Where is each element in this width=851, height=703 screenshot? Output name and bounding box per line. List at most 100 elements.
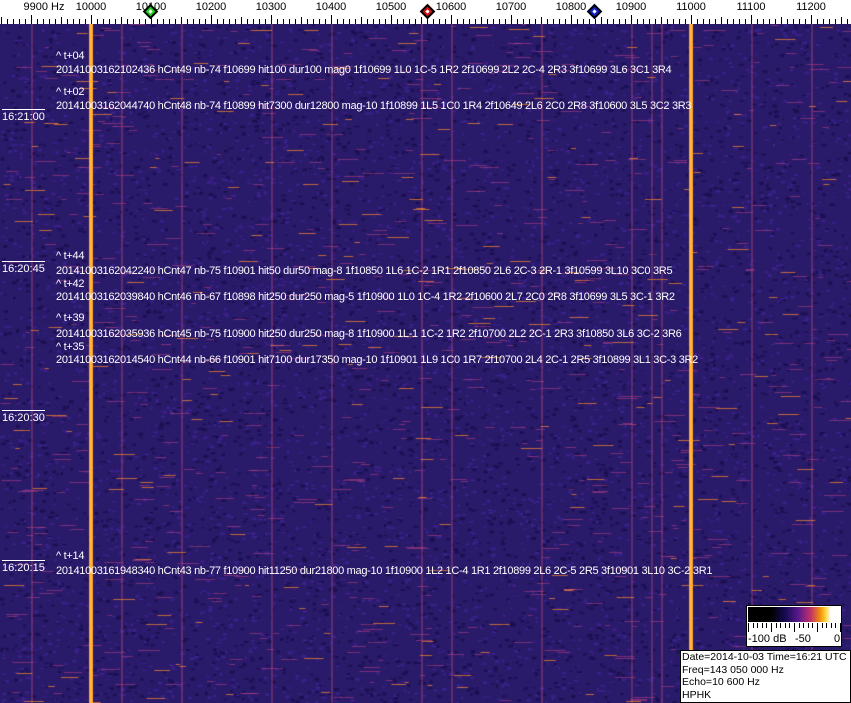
freq-tick <box>625 19 626 24</box>
blue-marker-icon[interactable] <box>586 3 603 20</box>
colorbar-tick <box>761 623 763 628</box>
freq-tick <box>373 19 374 24</box>
freq-tick <box>133 19 134 24</box>
freq-tick <box>433 19 434 24</box>
freq-tick <box>379 19 380 24</box>
freq-tick <box>67 19 68 24</box>
freq-tick <box>445 19 446 24</box>
freq-tick <box>559 19 560 24</box>
freq-tick <box>415 19 416 24</box>
freq-tick <box>493 19 494 24</box>
freq-tick <box>55 19 56 24</box>
offset-label: ^ t+35 <box>56 341 85 353</box>
freq-tick <box>727 19 728 24</box>
colorbar-label: 0 <box>834 633 841 645</box>
freq-tick <box>343 19 344 24</box>
freq-tick <box>739 19 740 24</box>
info-freq: Freq=143 050 000 Hz <box>682 663 784 676</box>
time-label: 16:20:45 <box>2 261 45 275</box>
colorbar-tick <box>817 623 818 632</box>
freq-tick <box>745 19 746 24</box>
detection-line: 20141003162014540 hCnt44 nb-66 f10901 hi… <box>56 354 698 366</box>
freq-tick <box>811 15 812 24</box>
freq-tick <box>667 19 668 24</box>
freq-tick <box>25 19 26 24</box>
freq-tick <box>271 15 272 24</box>
freq-label: 10400 <box>315 1 347 13</box>
freq-label: 10000 <box>75 1 107 13</box>
freq-tick <box>805 19 806 24</box>
detection-line: 20141003162039840 hCnt46 nb-67 f10898 hi… <box>56 291 675 303</box>
freq-tick <box>307 19 308 24</box>
colorbar-tick <box>826 623 828 628</box>
freq-tick <box>847 19 848 24</box>
freq-tick <box>547 19 548 24</box>
freq-tick <box>409 19 410 24</box>
freq-tick <box>259 19 260 24</box>
freq-tick <box>283 19 284 24</box>
freq-tick <box>31 15 32 24</box>
freq-tick <box>301 17 302 24</box>
freq-tick <box>523 19 524 24</box>
colorbar-tick <box>812 623 814 628</box>
freq-tick <box>367 19 368 24</box>
colorbar-gradient <box>748 607 840 622</box>
freq-tick <box>139 19 140 24</box>
freq-tick <box>475 19 476 24</box>
freq-tick <box>349 19 350 24</box>
colorbar-tick <box>752 623 754 628</box>
freq-tick <box>649 19 650 24</box>
freq-tick <box>793 19 794 24</box>
freq-tick <box>199 19 200 24</box>
freq-tick <box>1 17 2 24</box>
freq-tick <box>217 19 218 24</box>
colorbar-tick <box>821 623 823 628</box>
freq-tick <box>277 19 278 24</box>
detection-line: 20141003162044740 hCnt48 nb-74 f10899 hi… <box>56 100 692 112</box>
freq-tick <box>157 19 158 24</box>
colorbar-tick <box>784 623 786 628</box>
freq-tick <box>841 17 842 24</box>
freq-tick <box>799 19 800 24</box>
freq-tick <box>7 19 8 24</box>
freq-tick <box>355 19 356 24</box>
freq-tick <box>403 19 404 24</box>
detection-line: 20141003162035936 hCnt45 nb-75 f10900 hi… <box>56 328 682 340</box>
freq-label: 10200 <box>195 1 227 13</box>
freq-tick <box>553 19 554 24</box>
freq-tick <box>733 19 734 24</box>
freq-tick <box>421 17 422 24</box>
freq-tick <box>631 15 632 24</box>
freq-tick <box>241 17 242 24</box>
freq-tick <box>253 19 254 24</box>
offset-label: ^ t+02 <box>56 86 85 98</box>
colorbar-tick <box>798 623 800 628</box>
freq-tick <box>187 19 188 24</box>
freq-tick <box>295 19 296 24</box>
freq-label: 10700 <box>495 1 527 13</box>
detection-line: 20141003162042240 hCnt47 nb-75 f10901 hi… <box>56 265 673 277</box>
freq-tick <box>229 19 230 24</box>
freq-tick <box>721 17 722 24</box>
spectrogram-waterfall[interactable] <box>0 24 851 703</box>
frequency-axis[interactable]: 9900 Hz 10000101001020010300104001050010… <box>0 0 851 24</box>
colorbar-tick <box>840 623 841 632</box>
freq-tick <box>175 19 176 24</box>
freq-tick <box>145 19 146 24</box>
freq-tick <box>703 19 704 24</box>
freq-tick <box>679 19 680 24</box>
red-marker-icon[interactable] <box>419 3 436 20</box>
colorbar-tick <box>789 623 791 628</box>
freq-tick <box>715 19 716 24</box>
colorbar-tick <box>748 623 749 632</box>
freq-tick <box>469 19 470 24</box>
freq-tick <box>661 17 662 24</box>
freq-tick <box>607 19 608 24</box>
freq-tick <box>337 19 338 24</box>
freq-tick <box>121 17 122 24</box>
freq-tick <box>91 15 92 24</box>
freq-tick <box>97 19 98 24</box>
freq-tick <box>19 19 20 24</box>
freq-tick <box>691 15 692 24</box>
freq-tick <box>529 19 530 24</box>
